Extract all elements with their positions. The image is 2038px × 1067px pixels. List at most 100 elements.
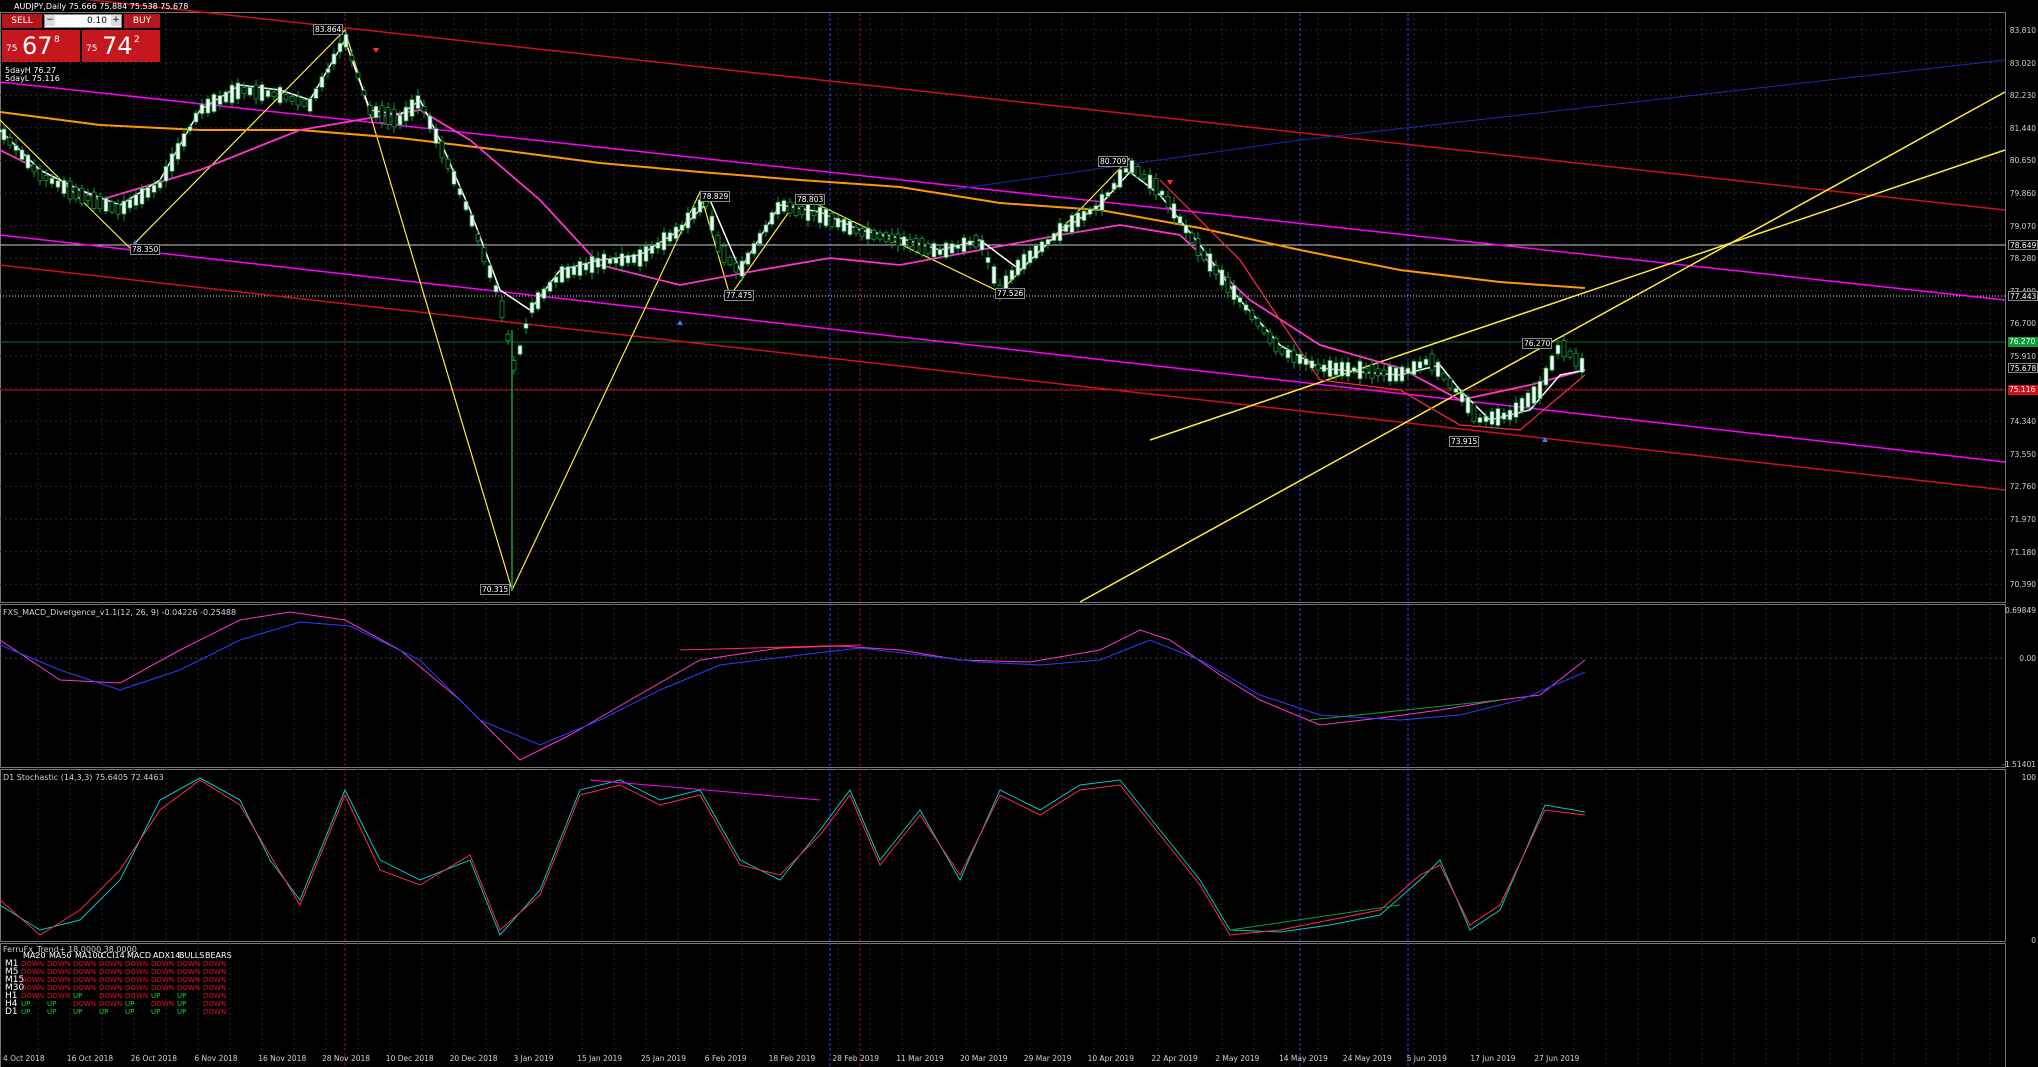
candle-body: [91, 191, 97, 209]
candle-body: [847, 220, 853, 236]
candle-body: [343, 34, 349, 48]
candle-body: [37, 168, 43, 182]
ask-price-main: 74: [102, 32, 133, 60]
candle-body: [1183, 224, 1189, 234]
price-axis-label: 75.910: [2009, 352, 2036, 361]
trend-cell: DOWN: [203, 960, 227, 968]
candle-body: [403, 106, 409, 122]
candle-body: [1561, 340, 1567, 358]
lot-decrease-button[interactable]: −: [45, 15, 55, 26]
stoch-axis-bottom: 0: [2031, 936, 2036, 945]
trend-header-cell: CCI14: [101, 951, 125, 960]
candle-body: [223, 91, 229, 103]
candle-body: [1141, 174, 1147, 180]
candle-body: [1393, 367, 1399, 382]
pivot-price-label: 70.315: [480, 584, 511, 595]
trend-cell: DOWN: [151, 976, 175, 984]
candle-body: [43, 175, 49, 181]
candle-body: [775, 201, 781, 215]
ask-price-button[interactable]: 75 74 2: [82, 30, 160, 62]
channel-red-lower: [0, 264, 2006, 491]
candle-body: [655, 242, 661, 249]
candle-body: [1507, 409, 1513, 421]
candle-body: [925, 243, 931, 254]
candle-body: [217, 95, 223, 105]
candle-body: [19, 149, 25, 161]
candle-body: [421, 106, 427, 112]
candle-body: [823, 208, 829, 227]
lot-increase-button[interactable]: +: [111, 15, 121, 26]
moving-average-orange: [0, 111, 1586, 289]
sell-button[interactable]: SELL: [2, 14, 42, 28]
macd-line-blue: [0, 621, 1586, 746]
candle-body: [1381, 369, 1387, 377]
lot-size-input[interactable]: 0.10: [44, 14, 122, 28]
candle-body: [55, 180, 61, 188]
candle-body: [1069, 214, 1075, 233]
candle-body: [1219, 269, 1225, 286]
candle-body: [985, 257, 991, 263]
candle-body: [31, 164, 37, 173]
trend-header-cell: BULLS: [179, 951, 205, 960]
candle-body: [451, 170, 457, 185]
candle-body: [691, 207, 697, 220]
candle-body: [295, 96, 301, 106]
buy-signal-arrow-icon: [1542, 437, 1548, 442]
trend-row: M30DOWN DOWN DOWN DOWN DOWN DOWN DOWN DOWN: [5, 984, 231, 993]
candle-body: [1525, 392, 1531, 408]
candle-body: [1201, 250, 1207, 260]
trend-cell: DOWN: [203, 1008, 227, 1016]
date-axis-label: 5 Jun 2019: [1406, 1054, 1447, 1063]
candle-body: [1207, 253, 1213, 272]
candle-body: [601, 253, 607, 270]
trend-timeframe-label: M1: [5, 959, 19, 969]
candle-body: [1273, 337, 1279, 353]
trend-cell: UP: [151, 1008, 161, 1016]
candle-body: [1375, 368, 1381, 377]
trend-cell: DOWN: [203, 984, 227, 992]
candle-body: [841, 218, 847, 232]
candle-body: [1555, 344, 1561, 355]
date-axis-label: 16 Nov 2018: [258, 1054, 307, 1063]
candle-body: [337, 42, 343, 53]
date-axis-label: 6 Feb 2019: [704, 1054, 747, 1063]
candle-body: [733, 262, 739, 273]
candle-body: [151, 184, 157, 193]
date-axis-label: 20 Mar 2019: [960, 1054, 1008, 1063]
trend-cell: DOWN: [47, 960, 71, 968]
candle-body: [1573, 352, 1579, 367]
price-axis-label: 79.860: [2009, 189, 2036, 198]
macd-axis-zero: 0.00: [2019, 654, 2036, 663]
candle-body: [169, 153, 175, 172]
trend-cell: UP: [21, 1000, 31, 1008]
candle-body: [325, 68, 331, 74]
candle-body: [499, 300, 505, 318]
date-axis-label: 11 Mar 2019: [896, 1054, 944, 1063]
candle-body: [505, 333, 511, 341]
price-axis-label: 82.230: [2009, 91, 2036, 101]
candle-body: [1081, 210, 1087, 221]
price-tag: 77.443: [2008, 291, 2038, 301]
candle-body: [427, 115, 433, 130]
candle-body: [331, 53, 337, 65]
trend-cell: UP: [47, 1008, 57, 1016]
buy-button[interactable]: BUY: [124, 14, 160, 28]
trend-cell: DOWN: [177, 960, 201, 968]
price-axis-label: 72.760: [2009, 482, 2036, 492]
candle-body: [349, 55, 355, 62]
candle-body: [259, 84, 265, 102]
candle-body: [1249, 309, 1255, 321]
candle-body: [181, 133, 187, 147]
trend-table: MA20 MA50 MA100CCI14 MACD ADX14BULLSBEARS M1…: [5, 951, 232, 1017]
candle-body: [1165, 196, 1171, 208]
candle-body: [385, 107, 391, 125]
pivot-price-label: 78.350: [130, 244, 161, 255]
trend-cell: DOWN: [125, 984, 149, 992]
one-click-trading-panel: SELL 0.10 − + BUY 75 67 8 75 74 2: [2, 14, 160, 62]
candle-body: [319, 76, 325, 88]
candle-body: [673, 226, 679, 240]
candle-body: [685, 212, 691, 229]
bid-price-button[interactable]: 75 67 8: [2, 30, 80, 62]
candle-body: [1021, 253, 1027, 270]
